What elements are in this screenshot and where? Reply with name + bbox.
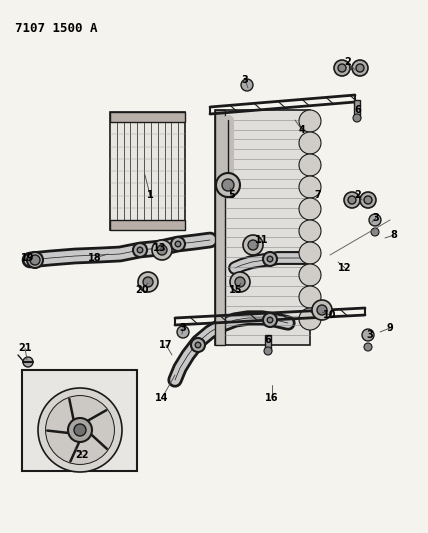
- Text: 22: 22: [75, 450, 89, 460]
- Circle shape: [267, 317, 273, 323]
- Circle shape: [352, 60, 368, 76]
- Circle shape: [235, 277, 245, 287]
- Bar: [215, 110, 225, 345]
- Bar: [110, 112, 185, 230]
- Circle shape: [344, 192, 360, 208]
- Text: 3: 3: [373, 213, 379, 223]
- Circle shape: [362, 329, 374, 341]
- Text: 6: 6: [355, 105, 361, 115]
- Text: 9: 9: [386, 323, 393, 333]
- Circle shape: [299, 308, 321, 330]
- Text: 7: 7: [315, 190, 321, 200]
- Text: 15: 15: [229, 285, 243, 295]
- Circle shape: [299, 132, 321, 154]
- Circle shape: [143, 277, 153, 287]
- Circle shape: [152, 240, 172, 260]
- Circle shape: [45, 395, 114, 464]
- Circle shape: [230, 272, 250, 292]
- Circle shape: [338, 64, 346, 72]
- Text: 17: 17: [159, 340, 173, 350]
- Text: 4: 4: [299, 125, 305, 135]
- Text: 13: 13: [153, 243, 167, 253]
- Bar: [215, 110, 310, 345]
- Bar: [22, 370, 137, 471]
- Circle shape: [364, 343, 372, 351]
- Circle shape: [30, 255, 40, 265]
- Circle shape: [360, 192, 376, 208]
- Circle shape: [299, 264, 321, 286]
- Circle shape: [312, 300, 332, 320]
- Circle shape: [241, 79, 253, 91]
- Circle shape: [157, 245, 167, 255]
- Circle shape: [356, 64, 364, 72]
- Circle shape: [175, 241, 181, 247]
- Bar: [265, 335, 271, 351]
- Circle shape: [191, 338, 205, 352]
- Circle shape: [334, 60, 350, 76]
- Circle shape: [348, 196, 356, 204]
- Text: 5: 5: [229, 190, 235, 200]
- Circle shape: [263, 313, 277, 327]
- Text: 2: 2: [355, 190, 361, 200]
- Text: 10: 10: [323, 310, 337, 320]
- Circle shape: [264, 347, 272, 355]
- Text: 3: 3: [367, 330, 373, 340]
- Text: 14: 14: [155, 393, 169, 403]
- Text: 21: 21: [18, 343, 32, 353]
- Circle shape: [243, 235, 263, 255]
- Text: 16: 16: [265, 393, 279, 403]
- Bar: [110, 220, 185, 230]
- Circle shape: [133, 243, 147, 257]
- Text: 3: 3: [180, 323, 186, 333]
- Circle shape: [364, 196, 372, 204]
- Circle shape: [27, 252, 43, 268]
- Circle shape: [248, 240, 258, 250]
- Circle shape: [299, 198, 321, 220]
- Circle shape: [299, 220, 321, 242]
- Text: 12: 12: [338, 263, 352, 273]
- Circle shape: [23, 357, 33, 367]
- Text: 3: 3: [242, 75, 248, 85]
- Circle shape: [222, 179, 234, 191]
- Text: 20: 20: [135, 285, 149, 295]
- Text: 7107 1500 A: 7107 1500 A: [15, 22, 98, 35]
- Text: 18: 18: [88, 253, 102, 263]
- Circle shape: [263, 252, 277, 266]
- Circle shape: [317, 305, 327, 315]
- Bar: [354, 100, 360, 118]
- Circle shape: [353, 114, 361, 122]
- Circle shape: [177, 326, 189, 338]
- Circle shape: [267, 256, 273, 262]
- Text: 19: 19: [21, 253, 35, 263]
- Text: 11: 11: [255, 235, 269, 245]
- Circle shape: [299, 242, 321, 264]
- Circle shape: [68, 418, 92, 442]
- Circle shape: [369, 214, 381, 226]
- Bar: [110, 112, 185, 122]
- Circle shape: [371, 228, 379, 236]
- Circle shape: [299, 154, 321, 176]
- Circle shape: [32, 257, 38, 263]
- Text: 8: 8: [391, 230, 398, 240]
- Text: 6: 6: [265, 335, 271, 345]
- Circle shape: [216, 173, 240, 197]
- Text: 2: 2: [345, 57, 351, 67]
- Circle shape: [137, 247, 143, 253]
- Circle shape: [299, 176, 321, 198]
- Circle shape: [195, 342, 201, 348]
- Circle shape: [171, 237, 185, 251]
- Circle shape: [299, 286, 321, 308]
- Circle shape: [138, 272, 158, 292]
- Text: 1: 1: [147, 190, 153, 200]
- Circle shape: [74, 424, 86, 436]
- Circle shape: [299, 110, 321, 132]
- Circle shape: [38, 388, 122, 472]
